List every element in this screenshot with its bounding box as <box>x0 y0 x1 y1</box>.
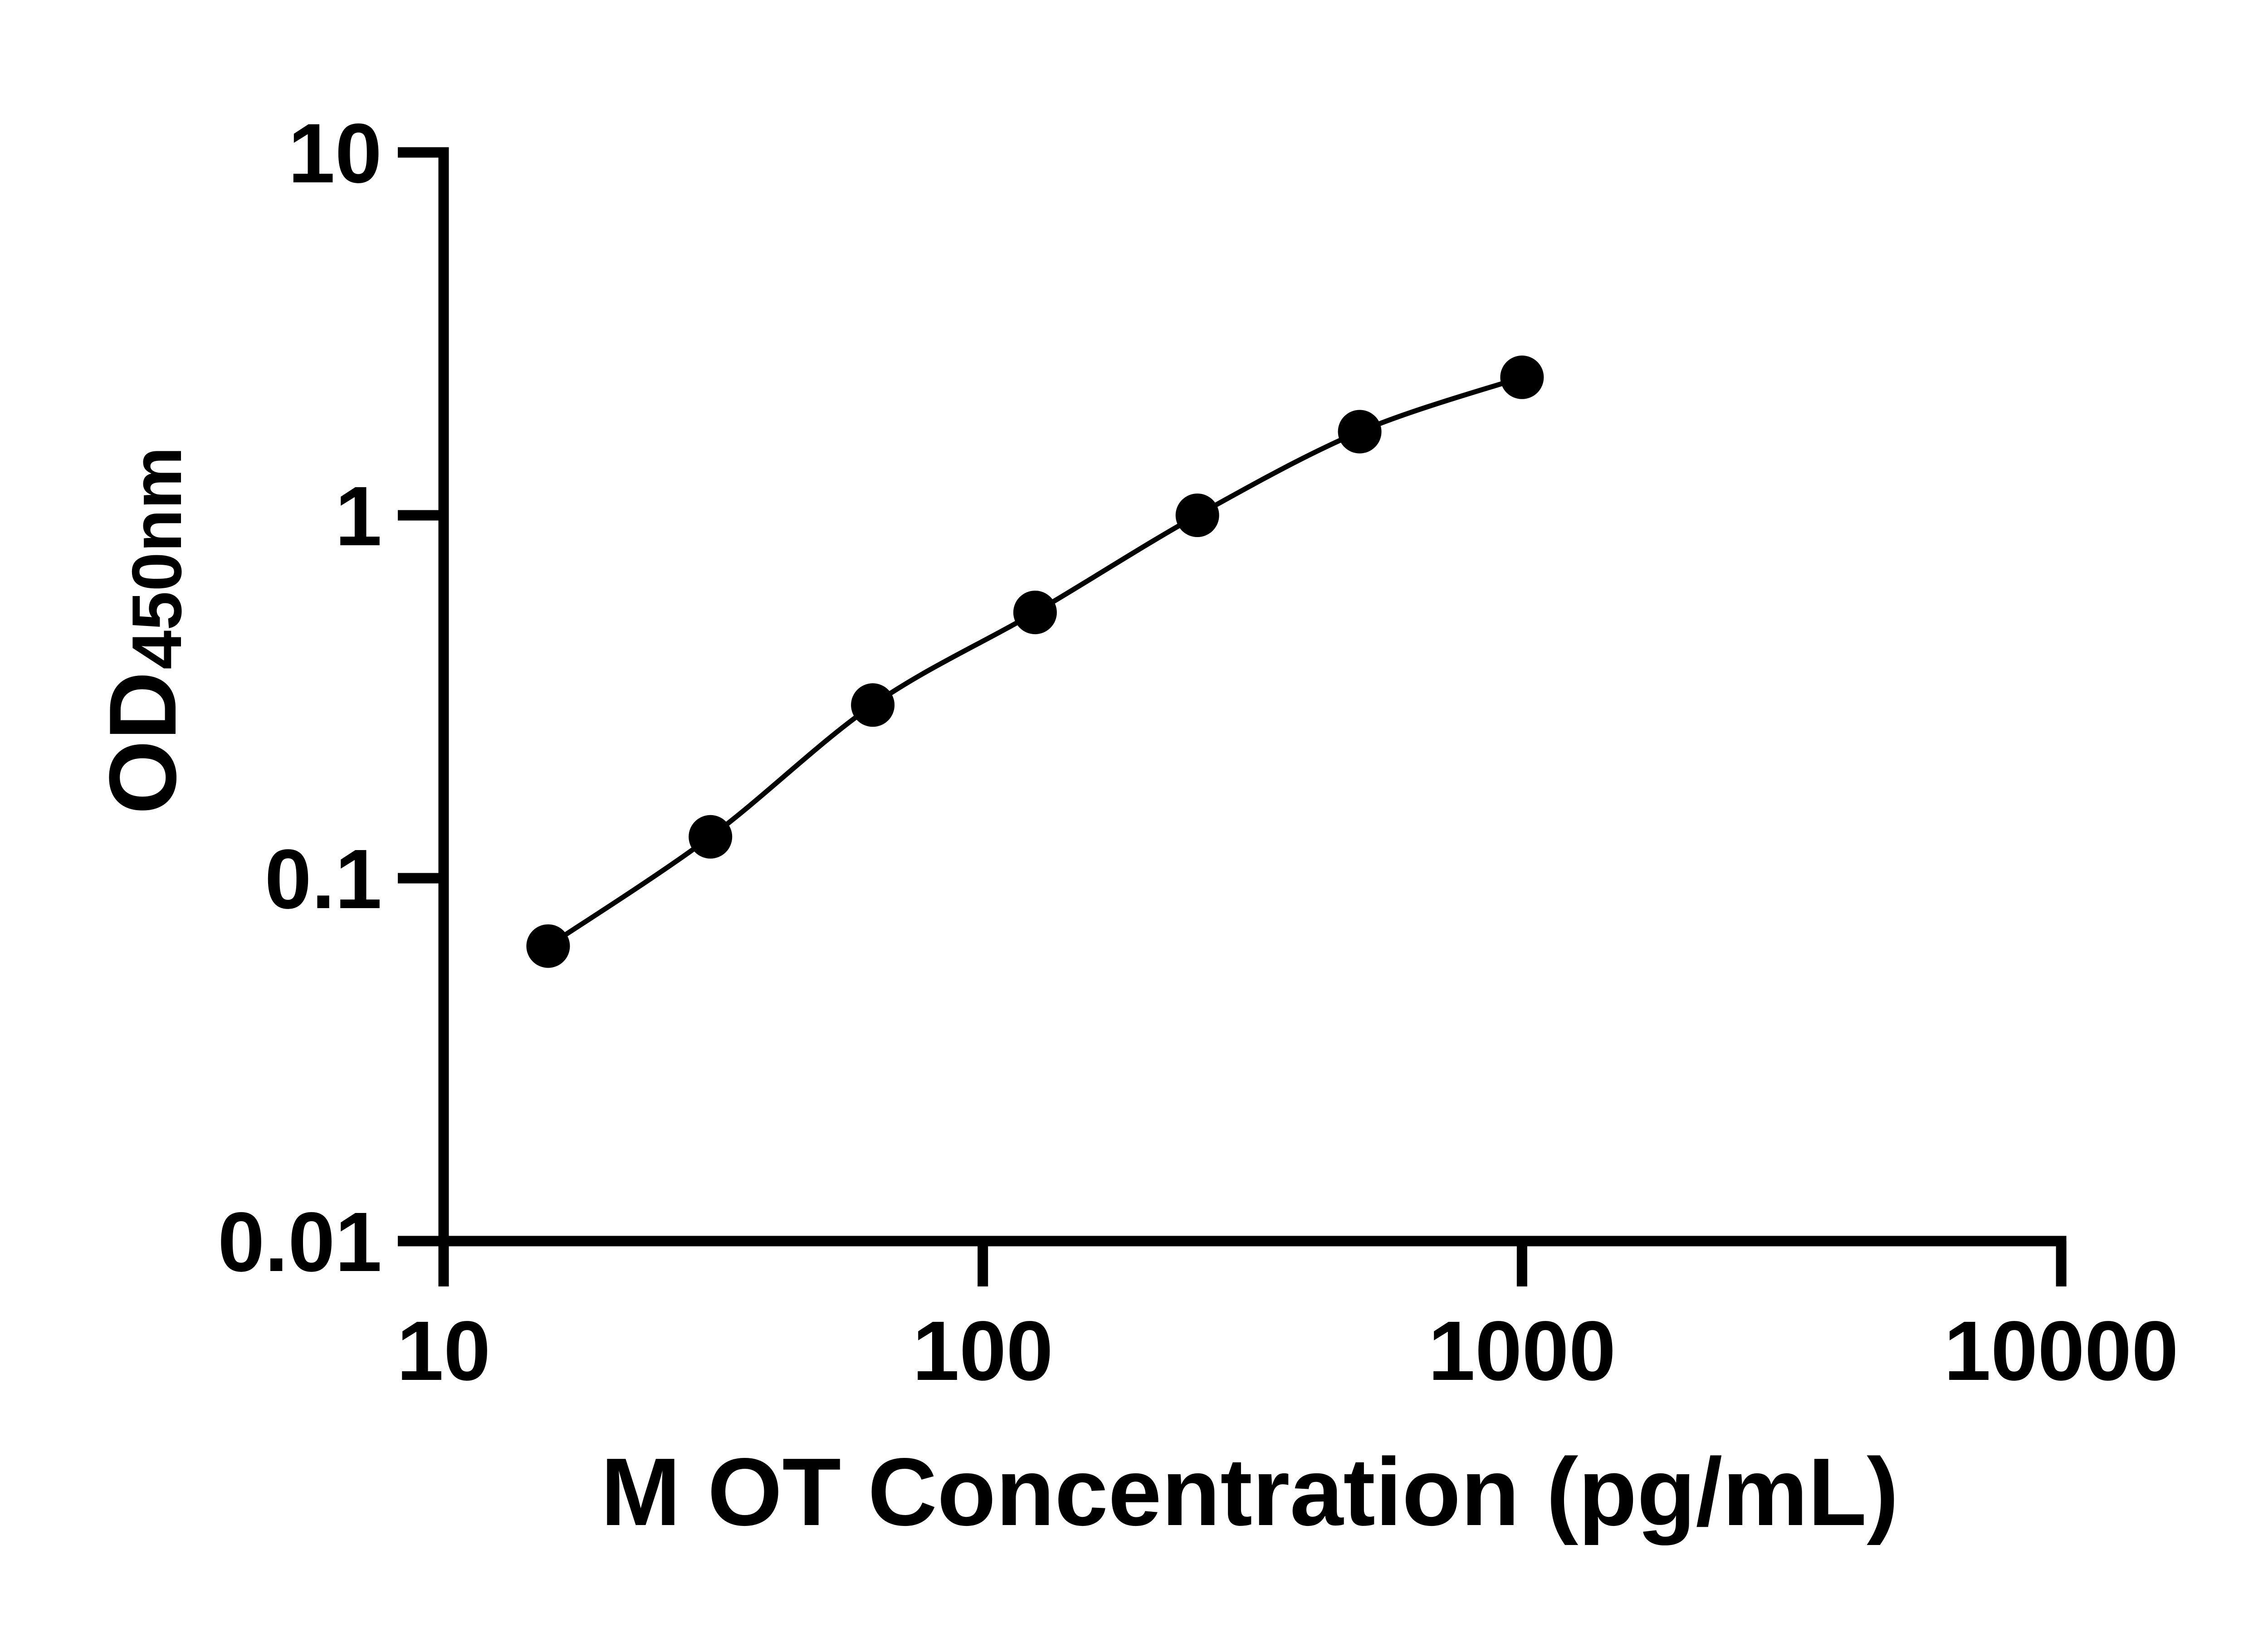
x-tick-label-1000: 1000 <box>1428 1304 1616 1398</box>
x-tick-label-100: 100 <box>913 1304 1053 1398</box>
data-point-31.25 <box>689 815 733 859</box>
x-axis-title: M OT Concentration (pg/mL) <box>601 1438 1899 1545</box>
y-tick-label-0.1: 0.1 <box>264 832 382 926</box>
x-tick-label-10000: 10000 <box>1944 1304 2178 1398</box>
fit-curve <box>545 375 1525 949</box>
x-tick-label-10: 10 <box>397 1304 491 1398</box>
data-point-15.625 <box>526 924 570 968</box>
data-point-125 <box>1013 591 1057 635</box>
data-point-1000 <box>1500 355 1544 399</box>
y-tick-label-0.01: 0.01 <box>218 1195 382 1289</box>
data-point-250 <box>1175 494 1219 537</box>
y-axis-title-subscript: 450nm <box>117 447 196 670</box>
data-point-500 <box>1338 410 1382 454</box>
y-tick-label-1: 1 <box>335 469 382 563</box>
y-axis-title: OD 450nm <box>89 447 196 815</box>
y-axis-title-main: OD <box>89 671 196 814</box>
y-tick-label-10: 10 <box>288 107 382 200</box>
data-point-62.5 <box>851 683 895 727</box>
series-group <box>526 355 1544 968</box>
